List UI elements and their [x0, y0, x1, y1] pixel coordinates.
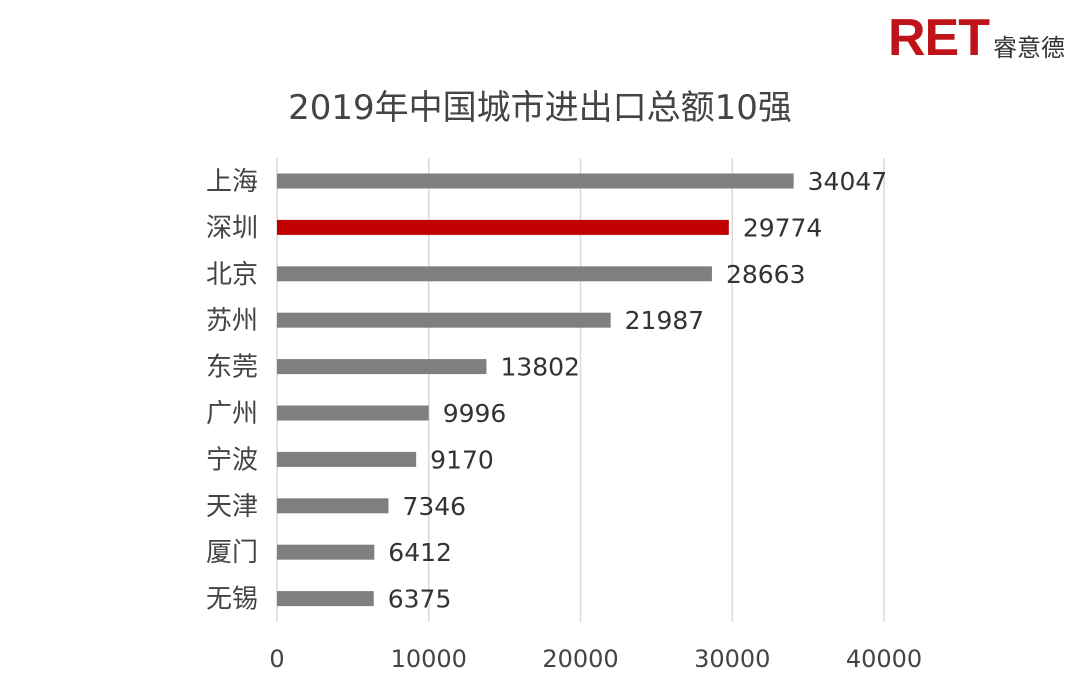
- bar: [277, 359, 487, 375]
- bar: [277, 219, 729, 235]
- category-label: 无锡: [206, 585, 258, 615]
- data-label: 9996: [443, 399, 507, 428]
- brand-mark: RET: [888, 9, 990, 67]
- data-label: 9170: [430, 445, 494, 474]
- bar: [277, 173, 794, 189]
- data-label: 29774: [743, 213, 823, 242]
- data-label: 13802: [500, 353, 580, 382]
- category-label: 苏州: [206, 306, 258, 336]
- category-label: 上海: [206, 167, 258, 197]
- bar: [277, 451, 417, 467]
- data-label: 6412: [388, 538, 452, 567]
- brand-logo: RET 睿意德: [888, 12, 1065, 64]
- category-label: 天津: [206, 492, 258, 522]
- data-label: 21987: [625, 306, 705, 335]
- category-label: 宁波: [206, 445, 258, 475]
- data-label: 7346: [402, 492, 466, 521]
- bar: [277, 312, 611, 328]
- category-label: 北京: [206, 260, 258, 290]
- data-label: 6375: [388, 585, 452, 614]
- x-tick-label: 30000: [694, 645, 770, 673]
- category-label: 东莞: [206, 353, 258, 383]
- chart-title: 2019年中国城市进出口总额10强: [288, 88, 792, 128]
- x-tick-label: 40000: [846, 645, 922, 673]
- data-label: 34047: [808, 167, 888, 196]
- bar: [277, 498, 389, 514]
- brand-name: 睿意德: [993, 34, 1065, 62]
- bar: [277, 266, 712, 282]
- category-label: 厦门: [206, 538, 258, 568]
- x-tick-label: 20000: [542, 645, 618, 673]
- data-label: 28663: [726, 260, 806, 289]
- bar: [277, 591, 374, 607]
- x-tick-label: 10000: [391, 645, 467, 673]
- bar: [277, 405, 429, 421]
- x-tick-label: 0: [269, 645, 284, 673]
- category-label: 广州: [206, 399, 258, 429]
- category-label: 深圳: [206, 213, 258, 243]
- bar: [277, 544, 375, 560]
